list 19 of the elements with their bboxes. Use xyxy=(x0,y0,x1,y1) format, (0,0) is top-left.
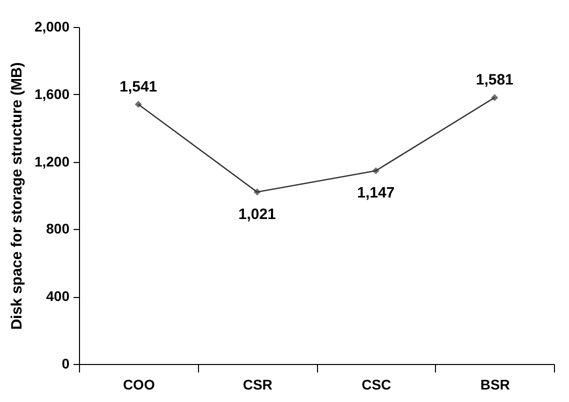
point xyxy=(254,188,261,196)
text: 1,147 xyxy=(357,184,395,202)
y-tick-label: 400 xyxy=(46,288,70,304)
text: 1,021 xyxy=(238,206,276,223)
text: 1,581 xyxy=(476,72,514,89)
y-tick-label: 1,200 xyxy=(34,153,70,170)
point xyxy=(372,167,380,174)
y-tick-label: 800 xyxy=(46,220,70,237)
y-tick-label: 2,000 xyxy=(34,18,70,34)
text: 1,541 xyxy=(120,78,158,96)
y-axis-title: Disk space for storage structure (MB) xyxy=(8,62,26,330)
y-tick-label: 1,600 xyxy=(34,86,70,102)
point xyxy=(491,94,498,102)
x-tick-label: BSR xyxy=(480,376,510,392)
x-tick-label: CSC xyxy=(362,376,392,392)
x-tick-label: CSR xyxy=(242,376,272,392)
point xyxy=(134,100,142,108)
y-tick-label: 0 xyxy=(62,356,70,372)
x-tick-label: COO xyxy=(122,376,155,392)
